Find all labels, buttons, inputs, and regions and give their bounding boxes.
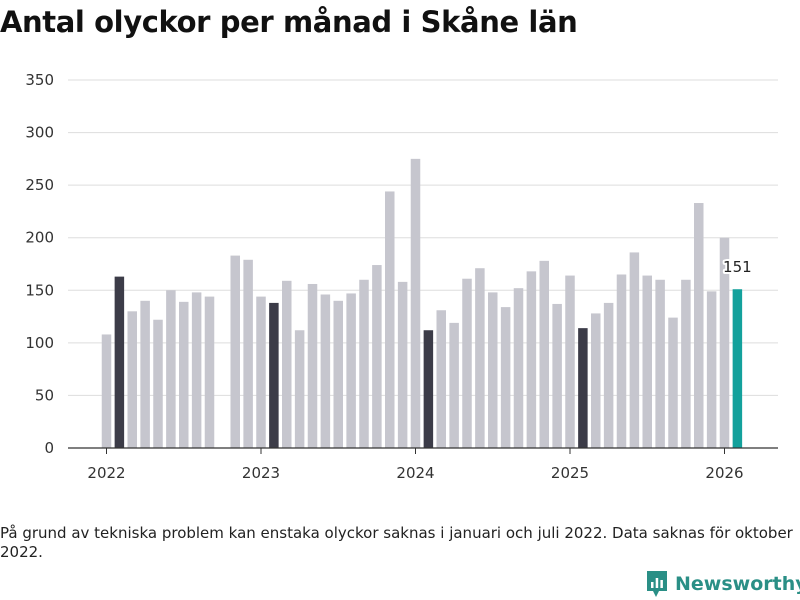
bar (488, 292, 498, 448)
bar (269, 302, 279, 448)
y-axis-ticks: 0 50 100 150 200 250 300 350 (25, 71, 54, 457)
bar (655, 279, 665, 448)
bar (282, 280, 292, 448)
bar (565, 275, 575, 448)
bar (294, 330, 305, 448)
bar (629, 252, 640, 448)
bar (333, 300, 343, 448)
bar (359, 279, 369, 448)
y-tick-label: 250 (25, 176, 54, 194)
bar (243, 259, 253, 448)
bar (513, 288, 524, 448)
bar (462, 278, 472, 448)
bar (397, 281, 408, 448)
y-tick-label: 300 (25, 124, 54, 142)
bar (127, 311, 137, 448)
bar (191, 292, 202, 448)
bar (410, 158, 421, 449)
y-tick-label: 50 (35, 386, 54, 404)
newsworthy-logo-icon (647, 571, 667, 597)
bar (346, 293, 356, 448)
bar (101, 334, 112, 448)
bar (732, 289, 743, 448)
bar (372, 265, 382, 448)
bar (179, 301, 189, 448)
bar (578, 328, 588, 448)
bar (204, 296, 215, 448)
y-tick-label: 150 (25, 281, 54, 299)
bar (423, 330, 434, 448)
bar (256, 296, 266, 448)
bar (114, 276, 125, 448)
bar (642, 275, 652, 448)
bar (603, 302, 614, 448)
x-tick-label: 2025 (551, 464, 589, 482)
bar (230, 255, 240, 448)
bar (385, 191, 395, 448)
bar (320, 294, 331, 448)
bar (475, 268, 485, 448)
footnote: På grund av tekniska problem kan enstaka… (0, 524, 793, 561)
bar (552, 303, 562, 448)
y-tick-label: 200 (25, 229, 54, 247)
bar (694, 203, 704, 448)
newsworthy-logo: Newsworthy (645, 569, 800, 599)
bars (101, 158, 743, 449)
bar (436, 310, 446, 448)
bar (539, 260, 549, 448)
bar (526, 271, 537, 448)
brand-name: Newsworthy (675, 573, 800, 595)
y-tick-label: 0 (44, 439, 54, 457)
x-tick-label: 2024 (396, 464, 434, 482)
bar (307, 283, 318, 448)
bar (140, 300, 150, 448)
bar (591, 313, 601, 448)
y-tick-label: 350 (25, 71, 54, 89)
bar (153, 319, 163, 448)
bar (449, 322, 459, 448)
bar (681, 279, 691, 448)
bar (668, 317, 678, 448)
y-tick-label: 100 (25, 334, 54, 352)
bar (616, 274, 627, 448)
bar (166, 290, 176, 448)
bar (500, 307, 511, 448)
bar (706, 291, 717, 448)
chart-title: Antal olyckor per månad i Skåne län (0, 5, 578, 39)
data-labels: 151 (721, 256, 754, 278)
bar (719, 237, 730, 448)
x-tick-label: 2022 (87, 464, 125, 482)
data-label: 151 (723, 258, 752, 276)
x-axis-ticks: 2022 2023 2024 2025 2026 (87, 448, 744, 482)
x-tick-label: 2026 (705, 464, 743, 482)
x-tick-label: 2023 (242, 464, 280, 482)
